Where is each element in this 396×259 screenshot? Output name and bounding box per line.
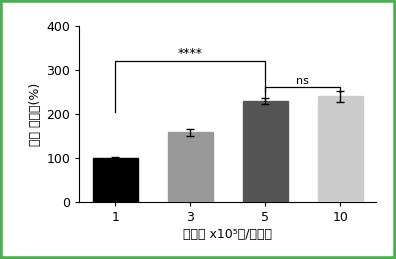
Bar bbox=[168, 132, 213, 202]
Text: ****: **** bbox=[178, 47, 203, 60]
Y-axis label: 세포 생존율(%): 세포 생존율(%) bbox=[29, 82, 42, 146]
Bar bbox=[243, 101, 288, 202]
Bar bbox=[93, 158, 138, 202]
Text: ns: ns bbox=[296, 76, 309, 86]
X-axis label: 세포수 x10⁵개/지지체: 세포수 x10⁵개/지지체 bbox=[183, 228, 272, 241]
Bar bbox=[318, 96, 363, 202]
